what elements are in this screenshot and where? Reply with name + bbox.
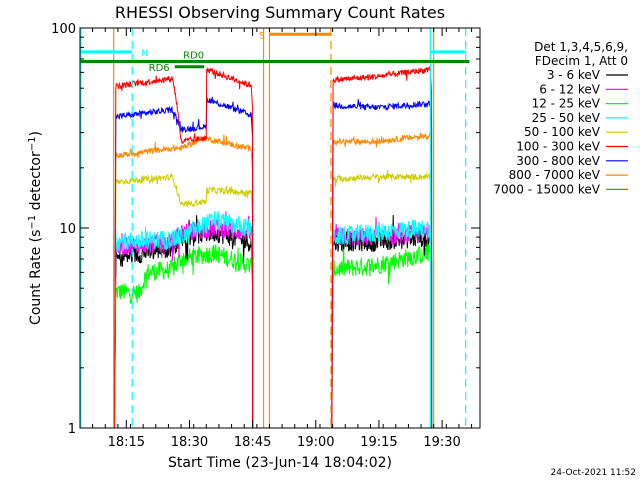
legend-label: 6 - 12 keV (539, 82, 601, 96)
series-100-300-kev (114, 65, 433, 429)
legend-label: 100 - 300 keV (516, 140, 600, 154)
timestamp: 24-Oct-2021 11:52 (551, 468, 636, 478)
series-50-100-kev (114, 170, 433, 429)
annotation-n: N (141, 49, 148, 59)
legend-label: 800 - 7000 keV (509, 168, 601, 182)
legend-label: 300 - 800 keV (516, 154, 600, 168)
chart-title: RHESSI Observing Summary Count Rates (115, 3, 445, 22)
series-trace (114, 134, 254, 429)
annotation-rd0: RD0 (183, 50, 204, 61)
series-trace (114, 96, 254, 429)
x-tick-label: 19:30 (423, 435, 460, 450)
annotation-rd6: RD6 (149, 63, 170, 74)
x-tick-label: 19:00 (297, 435, 334, 450)
series-trace (114, 211, 254, 429)
series-trace (114, 173, 254, 429)
legend-header-1: Det 1,3,4,5,6,9, (534, 40, 628, 54)
series-trace (331, 214, 433, 429)
legend-header-2: FDecim 1, Att 0 (535, 54, 628, 68)
series-trace (331, 240, 433, 429)
plot-area (114, 65, 433, 429)
x-tick-label: 19:15 (360, 435, 397, 450)
legend-label: 3 - 6 keV (547, 68, 601, 82)
series-trace (331, 170, 433, 429)
y-tick-label: 100 (51, 22, 76, 37)
y-tick-label: 10 (59, 222, 76, 237)
legend-label: 25 - 50 keV (532, 111, 601, 125)
series-12-25-kev (114, 240, 433, 429)
legend-label: 50 - 100 keV (524, 125, 601, 139)
x-tick-label: 18:30 (171, 435, 208, 450)
legend-label: 12 - 25 keV (532, 97, 601, 111)
series-trace (331, 131, 433, 429)
x-tick-label: 18:15 (108, 435, 145, 450)
series-800-7000-kev (114, 131, 433, 429)
legend: Det 1,3,4,5,6,9, FDecim 1, Att 0 3 - 6 k… (493, 40, 628, 196)
x-tick-label: 18:45 (234, 435, 271, 450)
x-axis-label: Start Time (23-Jun-14 18:04:02) (168, 455, 392, 471)
legend-label: 7000 - 15000 keV (493, 182, 600, 196)
axes: 18:15 18:30 18:45 19:00 19:15 19:30 1 10 100 (51, 22, 480, 450)
series-trace (331, 216, 433, 429)
series-trace (114, 240, 254, 429)
series-trace (331, 65, 433, 429)
series-trace (331, 219, 433, 429)
annotation-s: S (259, 31, 265, 41)
series-trace (331, 99, 433, 429)
series-trace (114, 67, 254, 429)
series-trace (114, 211, 254, 429)
y-axis-label: Count Rate (s−1 detector−1) (27, 131, 44, 325)
status-bars: N S RD0 RD6 (80, 31, 470, 74)
y-tick-label: 1 (68, 422, 76, 437)
series-25-50-kev (114, 211, 433, 429)
series-300-800-kev (114, 96, 433, 429)
